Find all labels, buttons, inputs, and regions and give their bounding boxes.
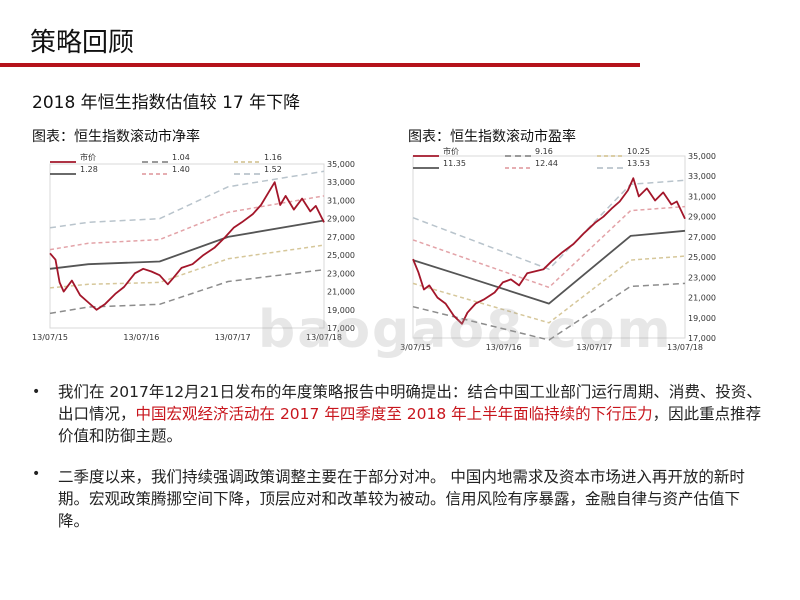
legend-label: 市价 bbox=[443, 146, 459, 156]
y-tick-label: 21,000 bbox=[688, 294, 716, 303]
bullet-marker: • bbox=[32, 466, 41, 482]
slide-subtitle: 2018 年恒生指数估值较 17 年下降 bbox=[32, 93, 301, 113]
page-title: 策略回顾 bbox=[30, 28, 135, 58]
y-tick-label: 27,000 bbox=[327, 233, 355, 242]
y-tick-label: 29,000 bbox=[688, 213, 716, 222]
x-tick-label: 13/07/17 bbox=[576, 343, 612, 352]
x-tick-label: 13/07/16 bbox=[123, 333, 159, 342]
y-tick-label: 21,000 bbox=[327, 288, 355, 297]
series-line bbox=[412, 229, 686, 305]
x-tick-label: 13/07/18 bbox=[667, 343, 703, 352]
bullet-marker: • bbox=[32, 384, 41, 400]
legend-label: 市价 bbox=[80, 152, 96, 162]
y-tick-label: 33,000 bbox=[327, 178, 355, 187]
y-tick-label: 27,000 bbox=[688, 233, 716, 242]
legend-label: 1.52 bbox=[264, 165, 282, 174]
chart-caption-pb: 图表：恒生指数滚动市净率 bbox=[32, 129, 200, 145]
x-tick-label: 13/07/15 bbox=[400, 343, 431, 352]
series-line bbox=[49, 181, 325, 311]
series-line bbox=[49, 170, 325, 229]
legend-label: 1.04 bbox=[172, 153, 190, 162]
y-tick-label: 23,000 bbox=[688, 273, 716, 282]
legend-label: 13.53 bbox=[627, 159, 650, 168]
plot-frame bbox=[412, 155, 686, 339]
legend-label: 1.40 bbox=[172, 165, 190, 174]
y-tick-label: 19,000 bbox=[327, 306, 355, 315]
y-tick-label: 25,000 bbox=[688, 253, 716, 262]
bullet-text-plain: 我们在 2017年12月21日发布的年度策略报告中明确提出：结合中国工业部门运行… bbox=[58, 383, 762, 423]
x-tick-label: 13/07/16 bbox=[486, 343, 522, 352]
bullet-paragraph: 我们在 2017年12月21日发布的年度策略报告中明确提出：结合中国工业部门运行… bbox=[58, 381, 770, 447]
y-tick-label: 17,000 bbox=[327, 324, 355, 333]
legend-label: 12.44 bbox=[535, 159, 558, 168]
x-tick-label: 13/07/17 bbox=[215, 333, 251, 342]
y-tick-label: 17,000 bbox=[688, 334, 716, 343]
title-divider bbox=[0, 63, 640, 67]
x-tick-label: 13/07/18 bbox=[306, 333, 342, 342]
y-tick-label: 33,000 bbox=[688, 172, 716, 181]
y-tick-label: 25,000 bbox=[327, 251, 355, 260]
series-line bbox=[49, 219, 325, 270]
y-tick-label: 35,000 bbox=[327, 160, 355, 169]
series-line bbox=[412, 205, 686, 289]
bullet-text-plain: ，因此重点推荐价值和防御主题。 bbox=[58, 405, 762, 445]
y-tick-label: 35,000 bbox=[688, 152, 716, 161]
legend-label: 11.35 bbox=[443, 159, 466, 168]
legend-label: 10.25 bbox=[627, 147, 650, 156]
legend-label: 1.16 bbox=[264, 153, 282, 162]
plot-frame bbox=[49, 163, 325, 329]
series-line bbox=[49, 268, 325, 315]
chart-pb-ratio: 17,000 19,000 21,000 23,000 25,000 27,000 29,0… bbox=[32, 152, 355, 342]
watermark: baogao8.com bbox=[258, 300, 673, 360]
series-line bbox=[412, 255, 686, 324]
legend-label: 9.16 bbox=[535, 147, 553, 156]
legend-label: 1.28 bbox=[80, 165, 98, 174]
chart-pe-ratio: 17,000 19,000 21,000 23,000 25,000 27,000 29,0… bbox=[400, 146, 716, 352]
y-tick-label: 31,000 bbox=[688, 192, 716, 201]
series-line bbox=[412, 177, 686, 325]
y-tick-label: 23,000 bbox=[327, 269, 355, 278]
series-line bbox=[412, 282, 686, 341]
bullet-paragraph: 二季度以来，我们持续强调政策调整主要在于部分对冲。 中国内地需求及资本市场进入再… bbox=[58, 466, 770, 532]
bullet-text-plain: 二季度以来，我们持续强调政策调整主要在于部分对冲。 中国内地需求及资本市场进入再… bbox=[58, 468, 745, 530]
bullet-text-highlight: 中国宏观经济活动在 2017 年四季度至 2018 年上半年面临持续的下行压力 bbox=[135, 405, 653, 423]
y-tick-label: 19,000 bbox=[688, 314, 716, 323]
x-tick-label: 13/07/15 bbox=[32, 333, 68, 342]
y-tick-label: 29,000 bbox=[327, 215, 355, 224]
y-tick-label: 31,000 bbox=[327, 196, 355, 205]
series-line bbox=[412, 179, 686, 270]
chart-caption-pe: 图表：恒生指数滚动市盈率 bbox=[408, 129, 576, 145]
